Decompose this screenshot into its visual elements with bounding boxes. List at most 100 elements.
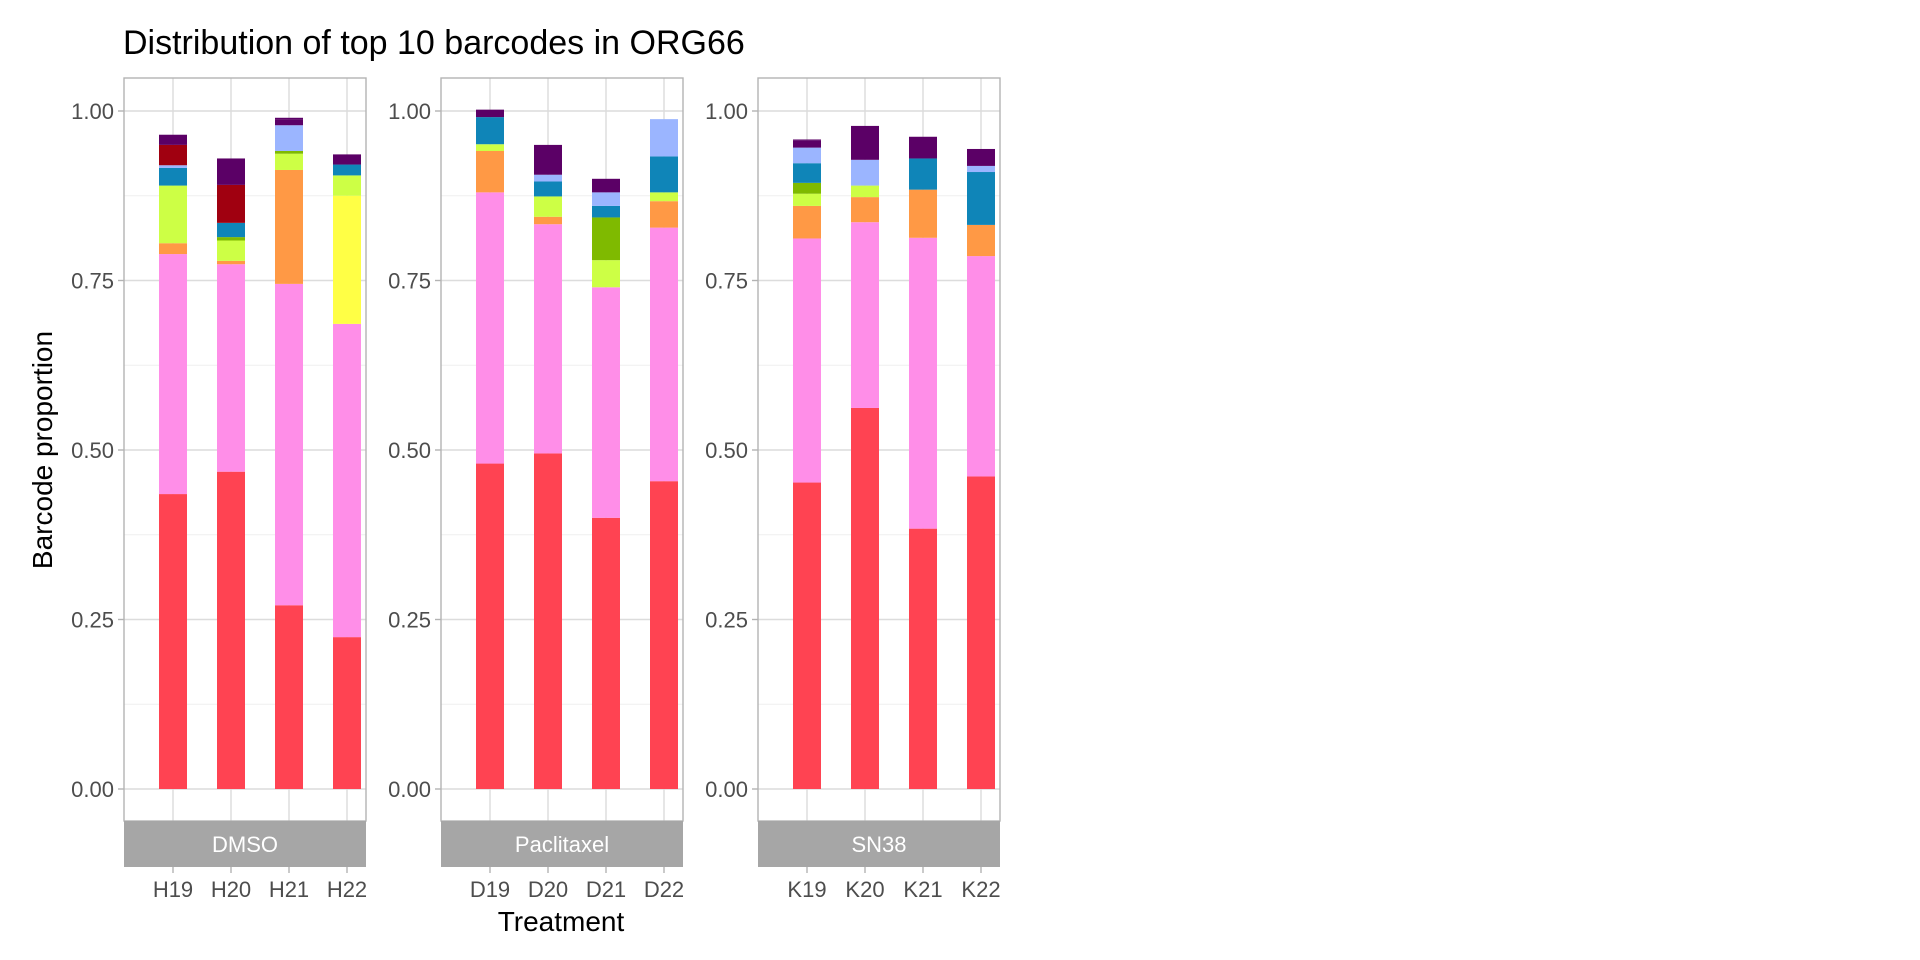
bar-k22-segment-10	[967, 148, 995, 166]
x-tick-label-h21: H21	[269, 877, 309, 902]
bar-d21-segment-8	[592, 192, 620, 206]
bar-d21-segment-5	[592, 260, 620, 288]
bar-d21-segment-7	[592, 205, 620, 218]
bar-h21-segment-8	[275, 125, 303, 152]
y-tick-label: 0.00	[388, 777, 431, 802]
y-tick-label: 0.75	[388, 269, 431, 294]
bar-d20-segment-7	[534, 181, 562, 197]
facet-strip	[124, 821, 366, 867]
facet-strip-label: Paclitaxel	[515, 832, 609, 857]
bar-h19-segment-3	[159, 243, 187, 255]
bar-k19-segment-5	[793, 193, 821, 206]
y-tick-label: 0.75	[71, 269, 114, 294]
bar-d20-segment-5	[534, 196, 562, 217]
facet-strip-label: DMSO	[212, 832, 278, 857]
bar-d19-segment-1	[476, 463, 504, 789]
bar-h20-segment-2	[217, 264, 245, 472]
bar-h20-segment-top	[217, 158, 245, 185]
y-tick-label: 0.00	[705, 777, 748, 802]
bar-d22-segment-7	[650, 156, 678, 193]
bar-d21-segment-6	[592, 217, 620, 261]
bar-h22-segment-7	[333, 164, 361, 176]
bar-h22-segment-2	[333, 323, 361, 638]
bar-d21-segment-10	[592, 178, 620, 193]
y-tick-label: 0.25	[388, 608, 431, 633]
bar-d22-segment-2	[650, 227, 678, 482]
bar-d19-segment-5	[476, 144, 504, 152]
bar-h21-segment-6	[275, 151, 303, 154]
x-tick-label-d20: D20	[528, 877, 568, 902]
bar-k20-segment-1	[851, 407, 879, 789]
bar-h22-segment-10	[333, 154, 361, 165]
y-tick-label: 0.75	[705, 269, 748, 294]
bar-k21-segment-1	[909, 528, 937, 789]
bar-h19-segment-10	[159, 134, 187, 145]
bar-h21-segment-10	[275, 119, 303, 126]
bar-d19-segment-2	[476, 192, 504, 464]
bar-d20-segment-3	[534, 216, 562, 225]
x-tick-label-k20: K20	[845, 877, 884, 902]
bar-d19-segment-7	[476, 117, 504, 145]
bar-d21-segment-1	[592, 517, 620, 789]
bar-h22-segment-1	[333, 637, 361, 789]
x-tick-label-k19: K19	[787, 877, 826, 902]
bar-h21-segment-3	[275, 169, 303, 284]
facet-panel-dmso: 0.00 0.25 0.50 0.75 1.00 DMSO H19 H20 H21 H22	[71, 77, 367, 902]
bar-d19-segment-3	[476, 151, 504, 193]
bar-d22-segment-5	[650, 192, 678, 202]
bar-k20-segment-2	[851, 222, 879, 408]
bar-h19-segment-5	[159, 185, 187, 244]
bar-k21-segment-10	[909, 136, 937, 159]
bar-k22-segment-7	[967, 172, 995, 225]
bar-k19-segment-7	[793, 163, 821, 183]
bar-k20-segment-5	[851, 185, 879, 198]
bar-d22-segment-3	[650, 201, 678, 228]
chart-title: Distribution of top 10 barcodes in ORG66	[123, 24, 745, 62]
y-tick-label: 1.00	[705, 99, 748, 124]
facet-strip	[441, 821, 683, 867]
y-axis-title: Barcode proportion	[27, 331, 58, 569]
bar-h19-segment-8	[159, 165, 187, 168]
bar-h20-segment-6	[217, 237, 245, 241]
y-tick-label: 1.00	[388, 99, 431, 124]
bar-k21-segment-2	[909, 237, 937, 529]
bar-k19-segment-3	[793, 205, 821, 239]
bar-k19-segment-6	[793, 182, 821, 194]
bar-d21-segment-2	[592, 287, 620, 518]
bar-k20-segment-8	[851, 159, 879, 186]
bar-k19-segment-1	[793, 482, 821, 789]
bar-h19-segment-9	[159, 144, 187, 166]
bar-k19-segment-2	[793, 238, 821, 483]
bar-k20-segment-10	[851, 125, 879, 160]
bar-h19-segment-7	[159, 167, 187, 186]
bar-h22-segment-4	[333, 195, 361, 324]
bar-d19-segment-10	[476, 109, 504, 118]
x-tick-label-d19: D19	[470, 877, 510, 902]
y-tick-label: 0.50	[388, 438, 431, 463]
bar-h19-segment-1	[159, 494, 187, 789]
y-tick-label: 1.00	[71, 99, 114, 124]
facet-panel-sn38: 0.00 0.25 0.50 0.75 1.00 SN38 K19 K20 K21 K22	[705, 77, 1001, 902]
bar-d20-segment-10	[534, 144, 562, 175]
x-tick-label-h19: H19	[153, 877, 193, 902]
bar-d20-segment-8	[534, 174, 562, 182]
bar-k21-segment-7	[909, 158, 937, 190]
bar-h21-segment-1	[275, 605, 303, 789]
x-tick-label-d21: D21	[586, 877, 626, 902]
bar-k19-segment-top	[793, 139, 821, 141]
x-axis-title: Treatment	[498, 906, 625, 937]
x-tick-label-h20: H20	[211, 877, 251, 902]
bar-k20-segment-3	[851, 197, 879, 223]
bar-k22-segment-1	[967, 476, 995, 789]
bar-d22-segment-8	[650, 119, 678, 157]
bar-k22-segment-3	[967, 224, 995, 257]
y-tick-label: 0.50	[71, 438, 114, 463]
x-tick-label-k21: K21	[903, 877, 942, 902]
bar-d20-segment-1	[534, 453, 562, 789]
bar-k22-segment-8	[967, 165, 995, 173]
bar-k19-segment-10	[793, 140, 821, 148]
bar-h19-segment-2	[159, 254, 187, 495]
